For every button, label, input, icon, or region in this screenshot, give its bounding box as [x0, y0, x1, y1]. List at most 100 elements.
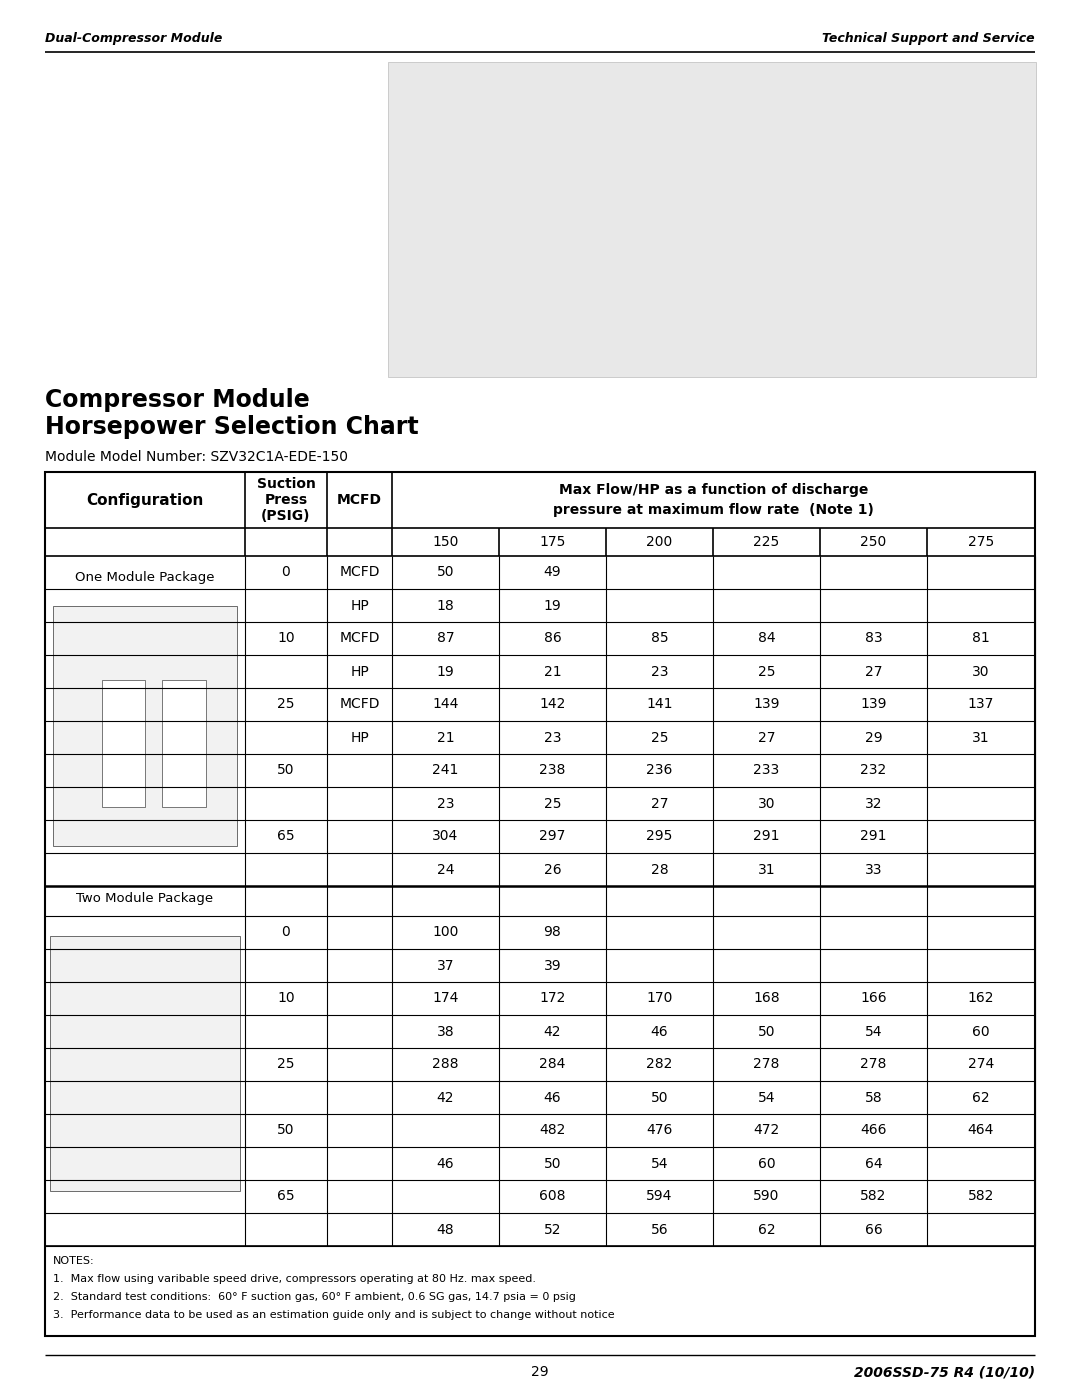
Text: 23: 23	[436, 796, 455, 810]
Text: 38: 38	[436, 1024, 455, 1038]
Text: 278: 278	[861, 1058, 887, 1071]
Text: 19: 19	[543, 598, 562, 612]
Text: 10: 10	[278, 992, 295, 1006]
Text: 50: 50	[758, 1024, 775, 1038]
Text: 87: 87	[436, 631, 455, 645]
Text: 608: 608	[539, 1189, 566, 1203]
Text: 65: 65	[278, 1189, 295, 1203]
Text: 58: 58	[865, 1091, 882, 1105]
Text: 10: 10	[278, 631, 295, 645]
Text: 42: 42	[543, 1024, 562, 1038]
Text: 49: 49	[543, 566, 562, 580]
Text: 46: 46	[543, 1091, 562, 1105]
Bar	[50, 936, 240, 1192]
Text: 19: 19	[436, 665, 455, 679]
Text: NOTES:: NOTES:	[53, 1256, 95, 1266]
Bar	[102, 680, 145, 806]
Text: HP: HP	[350, 731, 369, 745]
Text: 28: 28	[650, 862, 669, 876]
Text: 291: 291	[753, 830, 780, 844]
Text: 25: 25	[543, 796, 562, 810]
Text: Technical Support and Service: Technical Support and Service	[822, 32, 1035, 45]
Text: Horsepower Selection Chart: Horsepower Selection Chart	[45, 415, 419, 439]
Text: Two Module Package: Two Module Package	[77, 893, 214, 905]
Text: 139: 139	[753, 697, 780, 711]
Text: 24: 24	[436, 862, 455, 876]
Text: 50: 50	[651, 1091, 669, 1105]
Text: 27: 27	[758, 731, 775, 745]
Text: 26: 26	[543, 862, 562, 876]
Text: 46: 46	[436, 1157, 455, 1171]
Text: 52: 52	[543, 1222, 562, 1236]
Text: MCFD: MCFD	[339, 631, 380, 645]
Text: 288: 288	[432, 1058, 459, 1071]
Bar	[388, 61, 1036, 377]
Text: 476: 476	[646, 1123, 673, 1137]
Text: 31: 31	[972, 731, 989, 745]
Text: 200: 200	[646, 535, 673, 549]
Text: 175: 175	[539, 535, 566, 549]
Text: HP: HP	[350, 598, 369, 612]
Text: 1.  Max flow using varibable speed drive, compressors operating at 80 Hz. max sp: 1. Max flow using varibable speed drive,…	[53, 1274, 536, 1284]
Text: 241: 241	[432, 764, 459, 778]
Text: 25: 25	[278, 1058, 295, 1071]
Text: 39: 39	[543, 958, 562, 972]
Text: 42: 42	[436, 1091, 455, 1105]
Bar	[162, 680, 206, 806]
Text: 86: 86	[543, 631, 562, 645]
Text: pressure at maximum flow rate  (Note 1): pressure at maximum flow rate (Note 1)	[553, 503, 874, 517]
Text: 50: 50	[436, 566, 455, 580]
Text: 139: 139	[861, 697, 887, 711]
Text: 84: 84	[758, 631, 775, 645]
Text: 141: 141	[646, 697, 673, 711]
Text: Compressor Module: Compressor Module	[45, 388, 310, 412]
Text: HP: HP	[350, 665, 369, 679]
Bar	[53, 606, 237, 847]
Text: 29: 29	[865, 731, 882, 745]
Text: 142: 142	[539, 697, 566, 711]
Text: 291: 291	[861, 830, 887, 844]
Text: 594: 594	[646, 1189, 673, 1203]
Text: 66: 66	[865, 1222, 882, 1236]
Text: 29: 29	[531, 1365, 549, 1379]
Text: 27: 27	[865, 665, 882, 679]
Text: 30: 30	[972, 665, 989, 679]
Text: 170: 170	[646, 992, 673, 1006]
Text: 54: 54	[758, 1091, 775, 1105]
Text: 0: 0	[282, 566, 291, 580]
Text: Suction
Press
(PSIG): Suction Press (PSIG)	[257, 476, 315, 524]
Text: 21: 21	[436, 731, 455, 745]
Text: 3.  Performance data to be used as an estimation guide only and is subject to ch: 3. Performance data to be used as an est…	[53, 1310, 615, 1320]
Text: 60: 60	[972, 1024, 989, 1038]
Text: 466: 466	[861, 1123, 887, 1137]
Text: 238: 238	[539, 764, 566, 778]
Text: 166: 166	[860, 992, 887, 1006]
Text: 54: 54	[651, 1157, 669, 1171]
Text: 236: 236	[646, 764, 673, 778]
Text: MCFD: MCFD	[339, 566, 380, 580]
Text: 274: 274	[968, 1058, 994, 1071]
Text: Dual-Compressor Module: Dual-Compressor Module	[45, 32, 222, 45]
Text: 150: 150	[432, 535, 459, 549]
Text: 144: 144	[432, 697, 459, 711]
Text: 275: 275	[968, 535, 994, 549]
Text: 81: 81	[972, 631, 990, 645]
Text: Configuration: Configuration	[86, 493, 204, 507]
Text: 100: 100	[432, 925, 459, 940]
Text: MCFD: MCFD	[337, 493, 382, 507]
Text: 85: 85	[650, 631, 669, 645]
Text: 582: 582	[861, 1189, 887, 1203]
Text: 225: 225	[754, 535, 780, 549]
Text: 284: 284	[539, 1058, 566, 1071]
Text: Module Model Number: SZV32C1A-EDE-150: Module Model Number: SZV32C1A-EDE-150	[45, 450, 348, 464]
Bar	[45, 472, 1035, 1336]
Text: 2006SSD-75 R4 (10/10): 2006SSD-75 R4 (10/10)	[854, 1365, 1035, 1379]
Text: 590: 590	[754, 1189, 780, 1203]
Text: 0: 0	[282, 925, 291, 940]
Text: 174: 174	[432, 992, 459, 1006]
Text: 137: 137	[968, 697, 995, 711]
Text: 60: 60	[758, 1157, 775, 1171]
Text: 98: 98	[543, 925, 562, 940]
Text: 37: 37	[436, 958, 455, 972]
Text: 282: 282	[646, 1058, 673, 1071]
